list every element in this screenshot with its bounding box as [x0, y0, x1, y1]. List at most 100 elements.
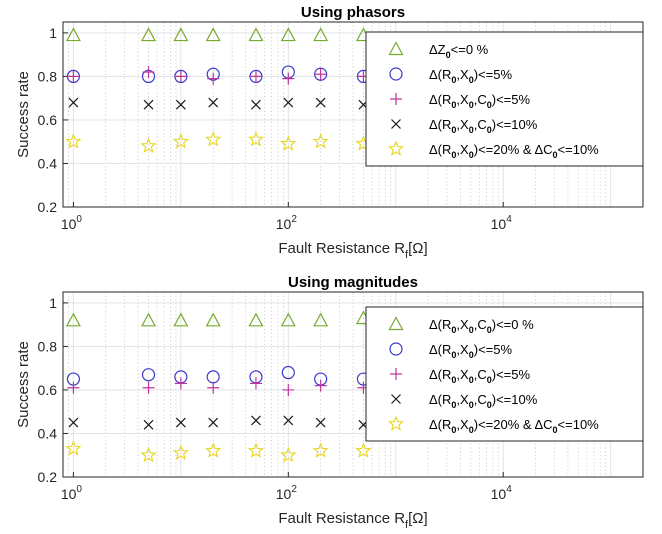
data-point: [174, 377, 187, 390]
data-point: [143, 99, 154, 110]
data-point: [205, 442, 222, 458]
data-point: [315, 97, 326, 108]
data-point: [280, 446, 297, 463]
series-3: [67, 66, 370, 85]
x-tick-label: 100: [61, 484, 83, 502]
legend-entry: Δ(R0,X0)<=20% & ΔC0<=10%: [429, 417, 599, 435]
data-point: [207, 72, 220, 85]
x-tick-label: 102: [276, 484, 298, 502]
y-tick-label: 0.4: [38, 425, 58, 441]
subplot-1: 0.2 0.4 0.6 0.8 1 100 102 104 Using phasors Fault…: [15, 4, 644, 261]
data-point: [282, 383, 295, 396]
data-point: [140, 137, 157, 153]
data-point: [314, 68, 327, 81]
data-point: [205, 27, 221, 42]
legend-marker: [387, 415, 405, 431]
legend-marker: [388, 41, 404, 56]
y-axis-label: Success rate: [15, 71, 32, 158]
y-tick-label: 1: [49, 295, 57, 311]
legend-marker: [387, 140, 405, 156]
data-point: [313, 312, 329, 327]
legend: Δ(R0,X0,C0)<=0 % Δ(R0,X0)<=5% Δ(R0,X0,C0)<…: [365, 306, 644, 442]
legend-marker: [388, 316, 404, 331]
data-point: [205, 312, 221, 327]
legend-box: [365, 306, 644, 442]
legend-box: [365, 31, 644, 167]
legend-entry: Δ(R0,X0)<=5%: [429, 67, 512, 85]
x-axis-label: Fault Resistance Rf[Ω]: [278, 510, 427, 531]
data-point: [251, 99, 261, 110]
y-tick-label: 1: [49, 25, 57, 41]
data-point: [208, 97, 219, 108]
legend-marker: [391, 119, 401, 129]
data-point: [280, 135, 297, 151]
y-tick-label: 0.4: [38, 155, 58, 171]
data-point: [141, 27, 157, 42]
data-point: [175, 417, 186, 428]
data-point: [173, 27, 189, 42]
chart-title: Using phasors: [301, 4, 405, 21]
y-tick-label: 0.8: [38, 338, 58, 354]
legend-marker: [391, 394, 401, 404]
data-point: [312, 133, 329, 149]
data-point: [248, 27, 264, 42]
legend: ΔZ0<=0 % Δ(R0,X0)<=5% Δ(R0,X0,C0)<=5% Δ(R0,…: [365, 31, 644, 167]
data-point: [283, 97, 294, 108]
data-point: [355, 442, 372, 458]
data-point: [67, 70, 80, 83]
data-point: [208, 417, 219, 428]
data-point: [68, 97, 79, 108]
data-point: [172, 133, 189, 149]
series-3: [67, 377, 370, 396]
data-point: [68, 417, 79, 428]
x-tick-label: 100: [61, 214, 83, 232]
data-point: [175, 99, 186, 110]
data-point: [142, 381, 155, 394]
data-point: [141, 312, 157, 327]
data-point: [173, 312, 189, 327]
data-point: [247, 131, 265, 147]
legend-entry: Δ(R0,X0,C0)<=10%: [429, 117, 538, 135]
data-point: [280, 312, 296, 327]
legend-marker: [389, 342, 403, 356]
data-point: [282, 72, 295, 85]
data-point: [281, 365, 295, 380]
legend-marker: [390, 368, 402, 380]
series-5: [65, 440, 372, 463]
chart-title: Using magnitudes: [288, 274, 418, 291]
data-point: [65, 27, 81, 42]
data-point: [172, 444, 189, 460]
data-point: [65, 312, 81, 327]
x-tick-label: 104: [491, 214, 513, 232]
data-point: [314, 379, 327, 392]
data-point: [249, 377, 262, 390]
data-point: [312, 442, 329, 458]
data-point: [141, 368, 156, 382]
data-point: [142, 66, 155, 79]
data-point: [251, 415, 261, 426]
legend-entry: Δ(R0,X0,C0)<=10%: [429, 392, 538, 410]
y-tick-label: 0.2: [38, 199, 58, 215]
data-point: [65, 133, 82, 149]
x-tick-label: 104: [491, 484, 513, 502]
y-tick-label: 0.6: [38, 382, 58, 398]
data-point: [67, 381, 80, 394]
y-tick-label: 0.8: [38, 68, 58, 84]
data-point: [143, 419, 154, 430]
data-point: [248, 312, 264, 327]
data-point: [207, 381, 220, 394]
y-tick-label: 0.2: [38, 469, 58, 485]
legend-entry: Δ(R0,X0)<=20% & ΔC0<=10%: [429, 142, 599, 160]
legend-marker: [390, 93, 402, 105]
y-tick-label: 0.6: [38, 112, 58, 128]
data-point: [313, 27, 329, 42]
legend-entry: ΔZ0<=0 %: [429, 42, 489, 60]
legend-entry: Δ(R0,X0)<=5%: [429, 342, 512, 360]
data-point: [249, 70, 262, 83]
y-axis-label: Success rate: [15, 341, 32, 428]
legend-entry: Δ(R0,X0,C0)<=0 %: [429, 317, 534, 335]
legend-entry: Δ(R0,X0,C0)<=5%: [429, 92, 530, 110]
legend-entry: Δ(R0,X0,C0)<=5%: [429, 367, 530, 385]
x-axis-label: Fault Resistance Rf[Ω]: [278, 240, 427, 261]
